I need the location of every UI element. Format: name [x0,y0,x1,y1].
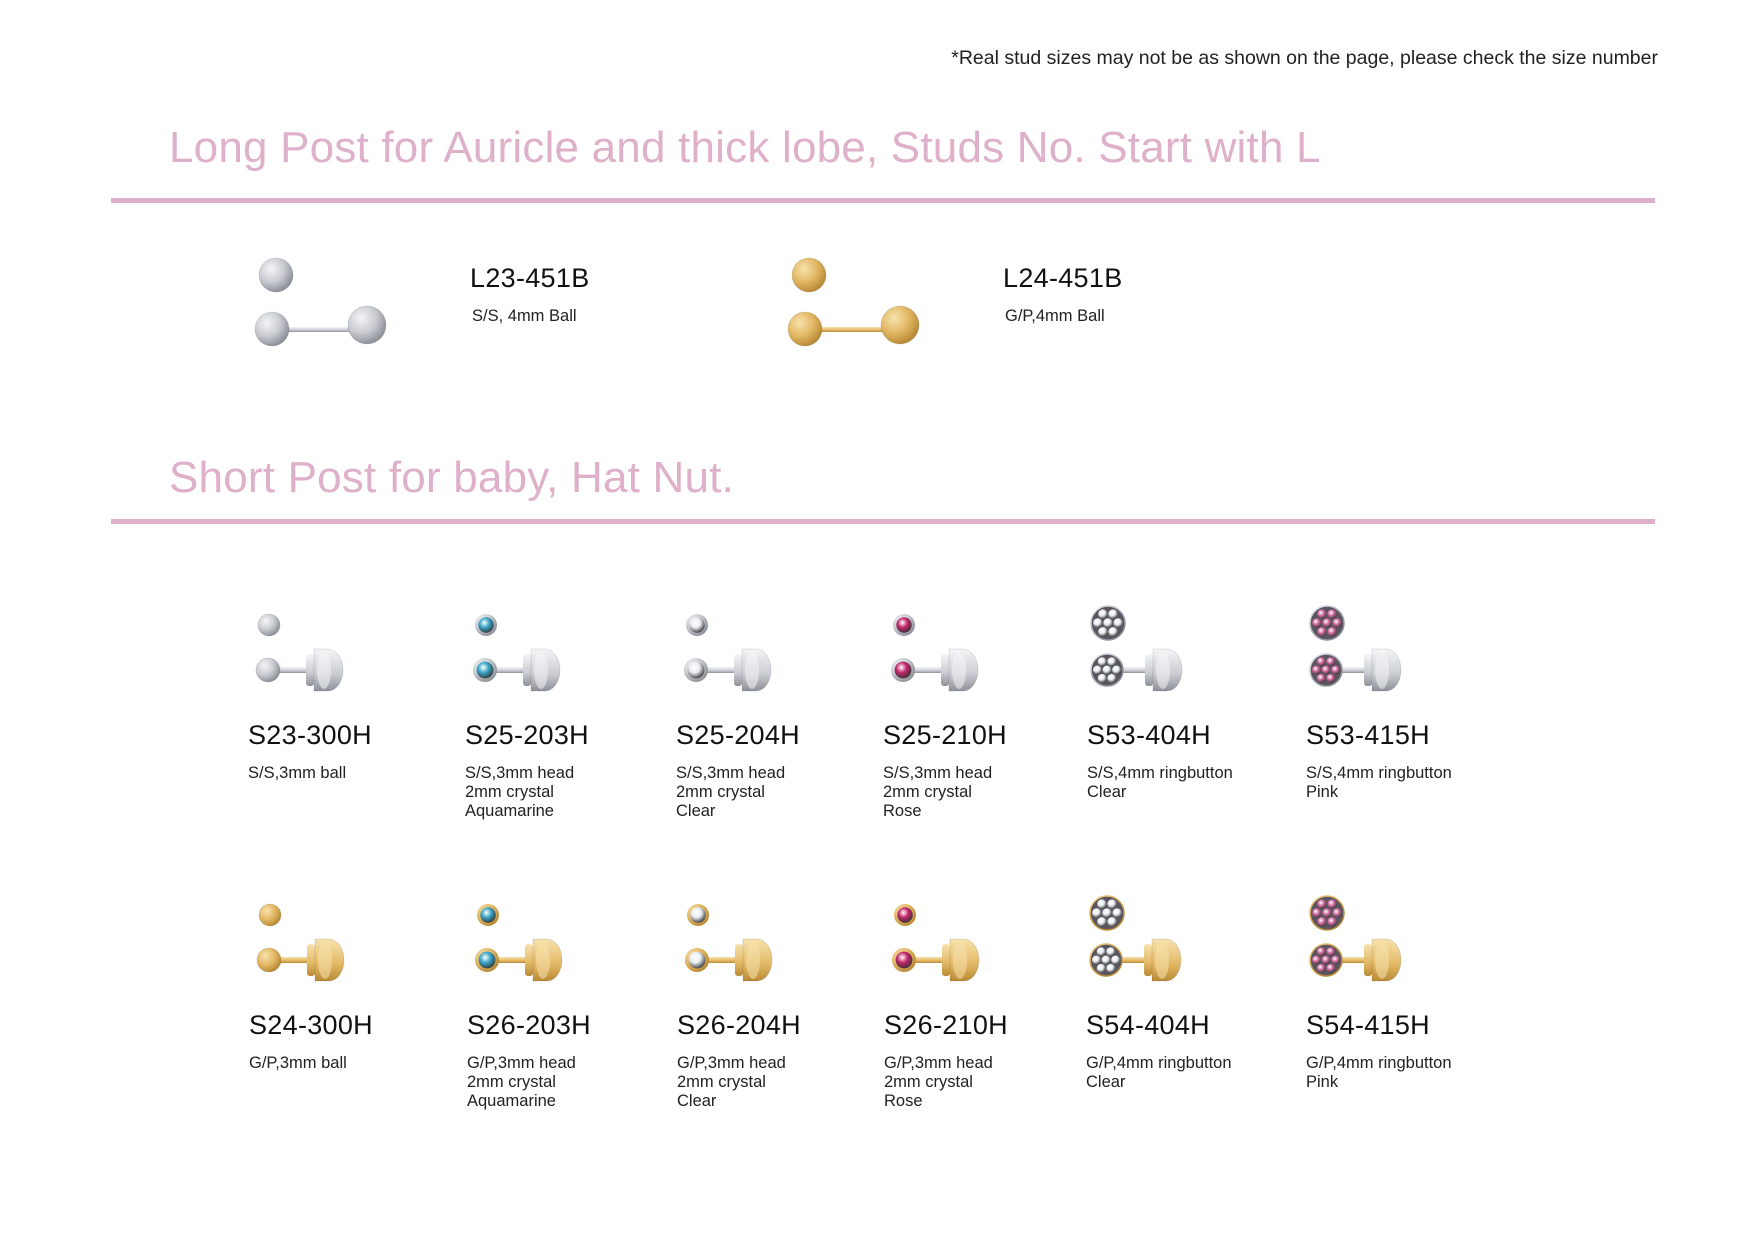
product-description-line: S/S, 4mm Ball [472,307,577,325]
product-description-line: G/P,3mm ball [249,1054,347,1072]
gold-aquamarine-crystal-stud-icon [475,904,563,982]
product-description: G/P,3mm head 2mm crystal Clear [677,1054,786,1111]
product-code: S25-203H [465,720,589,750]
product-code: S26-203H [467,1010,591,1040]
product-code: S26-204H [677,1010,801,1040]
product-code: S53-415H [1306,720,1430,750]
product-s26-203h: S26-203H G/P,3mm head 2mm crystal Aquamarin… [467,896,707,1156]
product-description-line: G/P,4mm Ball [1005,307,1105,325]
product-description: G/P,4mm Ball [1005,307,1105,326]
silver-rose-crystal-stud-icon [891,614,979,692]
silver-clear-ringbutton-stud-icon [1090,605,1183,692]
product-code: S54-415H [1306,1010,1430,1040]
product-description-line: G/P,3mm head [884,1054,993,1072]
product-description-line: S/S,3mm head [883,764,993,782]
silver-clear-crystal-stud-icon [684,614,772,692]
product-description-line: Aquamarine [465,802,554,820]
product-s54-415h: S54-415H G/P,4mm ringbutton Pink [1306,895,1546,1156]
product-code: L24-451B [1003,263,1123,293]
product-description-line: 2mm crystal [676,783,765,801]
gold-rose-crystal-stud-icon [892,904,980,982]
product-description-line: Rose [883,802,922,820]
product-description-line: S/S,4mm ringbutton [1306,764,1452,782]
product-description: S/S,3mm head 2mm crystal Rose [883,764,992,821]
product-description-line: Clear [1086,1073,1126,1091]
product-code: S26-210H [884,1010,1008,1040]
product-description: G/P,3mm ball [249,1054,347,1073]
product-description-line: 2mm crystal [465,783,554,801]
product-description-line: Pink [1306,783,1339,801]
gold-ball-hat-nut-stud-icon [256,903,345,982]
product-description-line: G/P,3mm head [467,1054,576,1072]
product-s54-404h: S54-404H G/P,4mm ringbutton Clear [1086,895,1326,1156]
product-description: S/S,3mm head 2mm crystal Clear [676,764,785,821]
product-s24-300h: S24-300H G/P,3mm ball [249,896,489,1156]
product-description-line: S/S,3mm head [676,764,786,782]
product-l24-451b: L24-451B G/P,4mm Ball [783,255,1122,515]
product-description-line: Clear [676,802,716,820]
section-divider-long-post [111,198,1655,203]
product-description-line: S/S,3mm head [465,764,575,782]
product-description: S/S,4mm ringbutton Clear [1087,764,1233,802]
product-description: G/P,4mm ringbutton Clear [1086,1054,1232,1092]
product-description-line: S/S,4mm ringbutton [1087,764,1233,782]
product-s23-300h: S23-300H S/S,3mm ball [248,606,488,866]
product-description: G/P,4mm ringbutton Pink [1306,1054,1452,1092]
product-code: S24-300H [249,1010,373,1040]
product-l23-451b: L23-451B S/S, 4mm Ball [250,255,589,515]
size-disclaimer-note: *Real stud sizes may not be as shown on … [951,47,1658,69]
product-description-line: Clear [677,1092,717,1110]
silver-ball-hat-nut-stud-icon [255,613,344,692]
product-description: S/S,4mm ringbutton Pink [1306,764,1452,802]
gold-ball-long-post-stud-icon [787,257,920,347]
product-description: G/P,3mm head 2mm crystal Aquamarine [467,1054,576,1111]
product-description-line: G/P,3mm head [677,1054,786,1072]
section-title-long-post: Long Post for Auricle and thick lobe, St… [169,123,1321,172]
product-code: S23-300H [248,720,372,750]
product-s25-210h: S25-210H S/S,3mm head 2mm crystal Rose [883,606,1123,866]
product-description-line: 2mm crystal [467,1073,556,1091]
product-s53-404h: S53-404H S/S,4mm ringbutton Clear [1087,605,1327,866]
product-code: L23-451B [470,263,590,293]
product-description: G/P,3mm head 2mm crystal Rose [884,1054,993,1111]
gold-pink-ringbutton-stud-icon [1309,895,1402,982]
product-code: S53-404H [1087,720,1211,750]
product-description-line: G/P,4mm ringbutton [1086,1054,1232,1072]
section-title-short-post: Short Post for baby, Hat Nut. [169,453,735,502]
product-description-line: G/P,4mm ringbutton [1306,1054,1452,1072]
product-description: S/S,3mm ball [248,764,346,783]
product-code: S25-204H [676,720,800,750]
product-description-line: 2mm crystal [883,783,972,801]
product-s25-204h: S25-204H S/S,3mm head 2mm crystal Clear [676,606,916,866]
product-description-line: Rose [884,1092,923,1110]
product-s25-203h: S25-203H S/S,3mm head 2mm crystal Aquamarin… [465,606,705,866]
product-code: S25-210H [883,720,1007,750]
product-description-line: S/S,3mm ball [248,764,347,782]
gold-clear-ringbutton-stud-icon [1089,895,1182,982]
product-s26-204h: S26-204H G/P,3mm head 2mm crystal Clear [677,896,917,1156]
product-description-line: Pink [1306,1073,1339,1091]
product-description-line: 2mm crystal [677,1073,766,1091]
product-description-line: 2mm crystal [884,1073,973,1091]
silver-aquamarine-crystal-stud-icon [473,614,561,692]
section-divider-short-post [111,519,1655,524]
silver-pink-ringbutton-stud-icon [1309,605,1402,692]
gold-clear-crystal-stud-icon [685,904,773,982]
product-description-line: Clear [1087,783,1127,801]
product-description-line: Aquamarine [467,1092,556,1110]
silver-ball-long-post-stud-icon [254,257,387,347]
product-code: S54-404H [1086,1010,1210,1040]
product-description: S/S,3mm head 2mm crystal Aquamarine [465,764,574,821]
product-s53-415h: S53-415H S/S,4mm ringbutton Pink [1306,605,1546,866]
product-s26-210h: S26-210H G/P,3mm head 2mm crystal Rose [884,896,1124,1156]
product-description: S/S, 4mm Ball [472,307,577,326]
